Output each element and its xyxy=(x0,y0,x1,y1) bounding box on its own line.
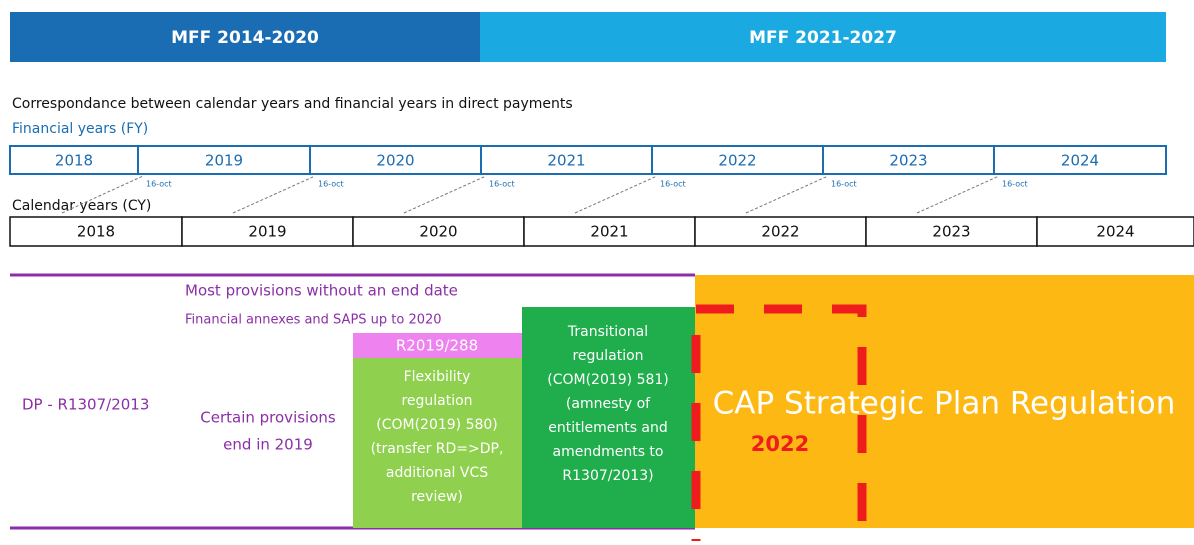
r2019: R2019/288 xyxy=(396,337,478,355)
flexibility-box xyxy=(353,358,522,528)
transitional: (amnesty of xyxy=(566,396,651,412)
caption: Correspondance between calendar years an… xyxy=(12,96,573,112)
most-provisions: Most provisions without an end date xyxy=(185,282,458,300)
fy-box xyxy=(137,145,311,175)
cy-year: 2024 xyxy=(1096,223,1134,241)
fy-year: 2022 xyxy=(718,152,756,170)
certain-provisions: Certain provisions xyxy=(200,409,336,427)
highlight: 2022 xyxy=(751,432,809,456)
fy-year: 2019 xyxy=(205,152,243,170)
cutoff-line xyxy=(403,175,487,214)
cutoff: 16-oct xyxy=(1002,180,1028,189)
cutoff: 16-oct xyxy=(318,180,344,189)
fy-year: 2024 xyxy=(1061,152,1099,170)
fy-year: 2021 xyxy=(547,152,585,170)
cy-year: 2019 xyxy=(248,223,286,241)
cy-year: 2023 xyxy=(932,223,970,241)
flexibility: Flexibility xyxy=(404,369,471,385)
cutoff-line xyxy=(232,175,316,214)
transitional: R1307/2013) xyxy=(562,468,653,484)
cy-box xyxy=(694,216,867,247)
flexibility: (transfer RD=>DP, xyxy=(371,441,504,457)
annexes: Financial annexes and SAPS up to 2020 xyxy=(185,313,442,328)
cutoff-line xyxy=(916,175,1000,214)
transitional: entitlements and xyxy=(548,420,668,436)
r2019-box xyxy=(353,333,522,358)
cutoff: 16-oct xyxy=(831,180,857,189)
cutoff: 16-oct xyxy=(146,180,172,189)
cy-box xyxy=(865,216,1038,247)
fy-box xyxy=(993,145,1167,175)
fy-year: 2018 xyxy=(55,152,93,170)
cy-year: 2022 xyxy=(761,223,799,241)
highlight-box xyxy=(691,304,867,545)
mff-right: MFF 2021-2027 xyxy=(749,28,897,48)
transitional: (COM(2019) 581) xyxy=(547,372,669,388)
mff-right-bar xyxy=(480,12,1166,62)
cutoff-line xyxy=(574,175,658,214)
transitional-box xyxy=(522,307,695,528)
cy-label: Calendar years (CY) xyxy=(12,198,151,214)
flexibility: review) xyxy=(411,489,463,505)
fy-box xyxy=(480,145,653,175)
cap-box xyxy=(695,275,1194,528)
dp-label: DP - R1307/2013 xyxy=(22,396,149,414)
cy-year: 2018 xyxy=(77,223,115,241)
transitional: regulation xyxy=(572,348,643,364)
flexibility: additional VCS xyxy=(386,465,488,481)
cutoff: 16-oct xyxy=(660,180,686,189)
fy-year: 2020 xyxy=(376,152,414,170)
flexibility: (COM(2019) 580) xyxy=(376,417,498,433)
flexibility: regulation xyxy=(401,393,472,409)
cy-box xyxy=(352,216,525,247)
cy-box xyxy=(9,216,183,247)
certain-provisions: end in 2019 xyxy=(223,436,313,454)
transitional: amendments to xyxy=(552,444,663,460)
transitional: Transitional xyxy=(567,324,648,340)
mff-left-bar xyxy=(10,12,480,62)
mff-left: MFF 2014-2020 xyxy=(171,28,319,48)
cutoff-line xyxy=(745,175,829,214)
fy-year: 2023 xyxy=(889,152,927,170)
fy-label: Financial years (FY) xyxy=(12,121,148,137)
cy-year: 2021 xyxy=(590,223,628,241)
cy-year: 2020 xyxy=(419,223,457,241)
cy-box xyxy=(1036,216,1194,247)
cutoff: 16-oct xyxy=(489,180,515,189)
cap: CAP Strategic Plan Regulation xyxy=(713,386,1176,422)
